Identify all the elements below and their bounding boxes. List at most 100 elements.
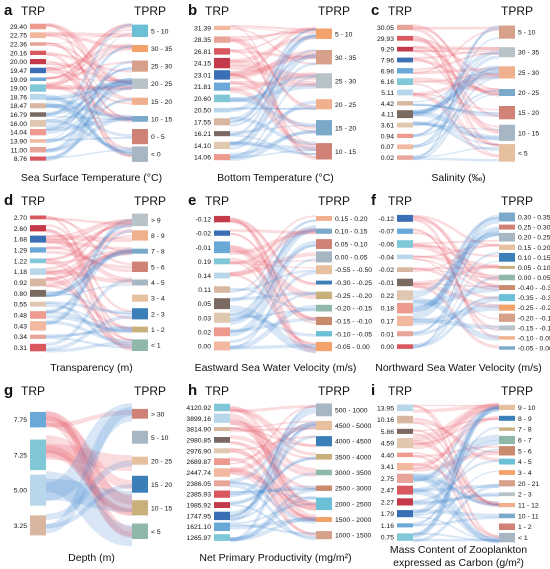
flow-ribbon [45, 46, 133, 79]
flow-ribbon [45, 251, 133, 276]
flow-ribbon [45, 99, 133, 142]
flow-ribbon [229, 107, 317, 110]
left-node [397, 68, 413, 74]
right-node-label: 2000 - 2500 [335, 501, 372, 508]
flow-ribbon [229, 50, 317, 80]
right-node-label: 5 - 10 [335, 31, 353, 38]
panel-title: Sea Surface Temperature (°C) [21, 172, 162, 184]
right-node-label: 0.10 - 0.15 [518, 255, 550, 262]
left-node [30, 32, 46, 39]
flow-ribbon [45, 86, 133, 162]
flow-ribbon [45, 104, 133, 138]
flow-ribbon [229, 35, 317, 146]
left-node-label: 9.29 [381, 47, 394, 54]
right-node [499, 325, 515, 331]
left-node-label: 20.00 [10, 59, 27, 66]
right-node-label: 6 - 7 [518, 437, 532, 444]
right-header: TPRP [134, 4, 166, 18]
flow-ribbon [45, 42, 133, 120]
right-node [316, 331, 332, 337]
left-node [397, 473, 413, 483]
flow-ribbon [412, 38, 500, 117]
flow-ribbon [412, 121, 500, 140]
flow-ribbon [229, 53, 317, 147]
left-node-label: 0.92 [14, 280, 27, 287]
flow-ribbon [412, 226, 500, 313]
flow-ribbon [412, 402, 500, 442]
flow-ribbon [229, 215, 317, 274]
flow-ribbon [45, 102, 133, 154]
flow-ribbon [229, 87, 317, 150]
flow-ribbon [229, 427, 317, 433]
flow-ribbon [412, 418, 500, 432]
flow-ribbon [229, 80, 317, 87]
flow-ribbons [229, 404, 317, 542]
left-header: TRP [388, 384, 412, 398]
flow-ribbon [412, 231, 500, 313]
left-node [30, 59, 46, 65]
left-header: TRP [205, 4, 229, 18]
left-node-label: 3.41 [381, 464, 394, 471]
panel-letter: c [371, 2, 379, 19]
right-node-label: 0.05 - 0.10 [518, 265, 550, 272]
flow-ribbon [412, 267, 500, 300]
panel-letter: f [371, 192, 377, 209]
flow-ribbon [229, 480, 317, 524]
flow-ribbon [412, 484, 500, 543]
flow-ribbons [229, 24, 317, 161]
flow-ribbon [229, 220, 317, 321]
right-node [316, 239, 332, 249]
flow-ribbon [45, 42, 133, 120]
left-node [214, 57, 230, 69]
left-node-label: 5.00 [14, 488, 27, 495]
flow-ribbon [229, 450, 317, 511]
left-node-label: 0.55 [14, 302, 27, 309]
right-node-label: 8 - 9 [151, 233, 165, 240]
right-node-label: 5 - 6 [518, 448, 532, 455]
flow-ribbon [229, 81, 317, 130]
left-node [30, 278, 46, 287]
left-node-label: 0.14 [198, 273, 211, 280]
flow-ribbon [229, 502, 317, 525]
left-node [30, 156, 46, 161]
flow-ribbon [229, 304, 317, 350]
left-node [214, 241, 230, 254]
flow-ribbon [229, 149, 317, 158]
flow-ribbon [412, 405, 500, 507]
right-node [132, 523, 148, 539]
flow-ribbon [45, 258, 133, 320]
flow-ribbon [45, 42, 133, 87]
flow-ribbon [412, 69, 500, 103]
right-node [316, 517, 332, 522]
flow-ribbon [45, 336, 133, 349]
left-node [397, 331, 413, 337]
flow-ribbon [229, 33, 317, 124]
right-node [499, 144, 515, 162]
flow-ribbon [45, 66, 133, 143]
right-node [316, 73, 332, 89]
left-node-label: 28.35 [194, 37, 211, 44]
flow-ribbon [412, 494, 500, 504]
flow-ribbon [412, 67, 500, 75]
right-node [499, 480, 515, 487]
flow-ribbon [412, 297, 500, 341]
right-node-label: 0.15 - 0.20 [335, 216, 368, 223]
flow-ribbon [45, 221, 133, 262]
flow-ribbon [412, 214, 500, 349]
flow-ribbon [45, 410, 133, 538]
flow-ribbon [412, 532, 500, 542]
left-node-label: 1.29 [14, 247, 27, 254]
flow-ribbon [229, 27, 317, 65]
flow-ribbon [412, 404, 500, 414]
flow-ribbon [45, 222, 133, 260]
left-node [214, 107, 230, 113]
right-node-label: 4000 - 4500 [335, 439, 372, 446]
flow-ribbon [229, 100, 317, 160]
flow-ribbon [45, 284, 133, 297]
right-node-label: 0.20 - 0.25 [518, 235, 550, 242]
flow-ribbon [45, 328, 133, 338]
right-node [499, 285, 515, 290]
left-node-label: 21.81 [194, 84, 211, 91]
flow-ribbon [45, 218, 133, 325]
right-node [316, 228, 332, 234]
